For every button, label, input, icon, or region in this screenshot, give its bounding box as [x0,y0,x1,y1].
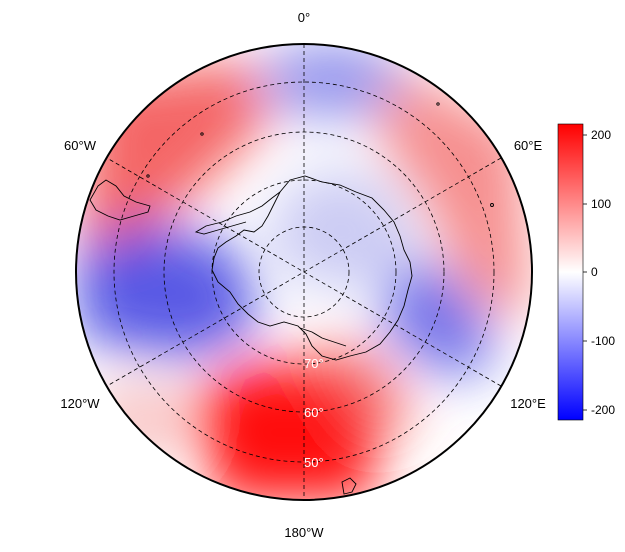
lat-label-60: 60° [304,405,324,420]
colorbar-tick-label: 100 [591,197,611,211]
antarctic-peninsula [194,191,281,235]
lon-label-top: 0° [298,10,310,25]
colorbar-tick-label: -200 [591,403,615,417]
field-blob [270,170,410,290]
map-boundary [75,43,533,501]
lon-label-lower-right: 120°E [510,396,546,411]
lon-label-lower-left: 120°W [60,396,100,411]
island [490,203,494,207]
lon-label-upper-right: 60°E [514,138,543,153]
field-blob [300,340,420,440]
colorbar-tick-label: 0 [591,265,598,279]
colorbar-tick-label: 200 [591,128,611,142]
antarctica-coastline [211,175,413,361]
lon-label-bottom: 180°W [284,525,324,540]
lat-circle-70 [211,179,397,365]
island [200,132,204,136]
colorbar-gradient [557,123,584,421]
coastlines [89,102,494,495]
lon-label-upper-left: 60°W [64,138,97,153]
lat-circle-50 [113,81,495,463]
ross-ice-shelf-edge [299,327,347,347]
graticule [106,44,502,500]
colorbar-tick-label: -100 [591,334,615,348]
island [146,174,150,178]
island [436,102,440,106]
new-zealand [341,477,357,495]
south-america-tip [89,179,151,221]
field-blob [90,380,190,460]
anomaly-field [76,44,532,500]
colorbar: 200 100 0 -100 -200 [557,123,615,421]
field-blob [76,220,260,360]
lat-label-50: 50° [304,455,324,470]
field-blob [260,44,400,118]
lat-label-70: 70° [304,356,324,371]
meridian-120-300 [106,157,502,387]
